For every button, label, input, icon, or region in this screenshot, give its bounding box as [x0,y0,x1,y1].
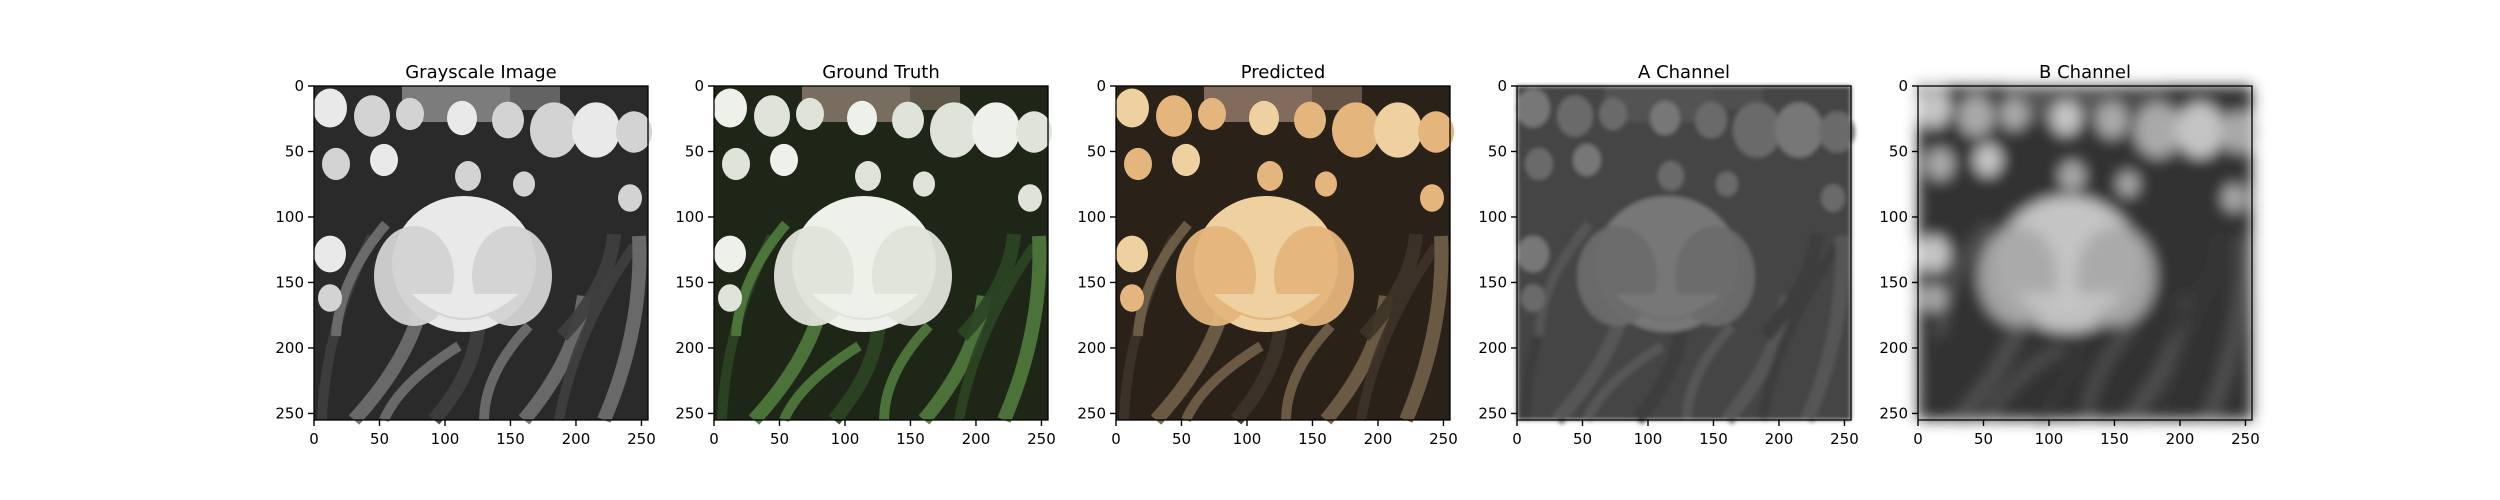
panel-title-ground-truth: Ground Truth [822,62,940,83]
panel-image-ground-truth [713,86,1052,425]
panel-frame-ground-truth [713,85,1049,421]
y-tick-label-grayscale-100: 100 [275,208,304,226]
y-tick-label-grayscale-0: 0 [294,77,304,95]
x-tick-label-grayscale-100: 100 [431,430,460,448]
y-tick-label-a-channel-250: 250 [1478,404,1507,422]
y-tick-label-predicted-250: 250 [1077,404,1106,422]
panel-predicted: Predicted 0 50 100 150 200 250 0 50 100 150 200 250 [1077,62,1457,448]
panel-image-predicted [1115,86,1454,425]
x-tick-label-ground-truth-100: 100 [831,430,860,448]
panel-image-b-channel [1917,86,2256,425]
x-tick-label-predicted-50: 50 [1172,430,1191,448]
x-tick-label-grayscale-250: 250 [627,430,656,448]
y-tick-label-predicted-200: 200 [1077,339,1106,357]
y-tick-label-ground-truth-50: 50 [685,142,704,160]
y-tick-label-predicted-0: 0 [1096,77,1106,95]
x-tick-label-ground-truth-200: 200 [962,430,991,448]
panel-title-a-channel: A Channel [1638,62,1730,83]
y-tick-label-b-channel-100: 100 [1879,208,1908,226]
y-tick-label-predicted-150: 150 [1077,273,1106,291]
y-tick-label-ground-truth-100: 100 [675,208,704,226]
panel-a-channel: A Channel 0 50 100 150 200 250 0 50 100 150 200 250 [1478,62,1858,448]
x-tick-label-ground-truth-250: 250 [1027,430,1056,448]
x-tick-label-predicted-150: 150 [1298,430,1327,448]
x-tick-label-predicted-200: 200 [1364,430,1393,448]
y-tick-label-b-channel-50: 50 [1889,142,1908,160]
y-tick-label-a-channel-150: 150 [1478,273,1507,291]
x-tick-label-grayscale-50: 50 [370,430,389,448]
y-tick-label-predicted-50: 50 [1087,142,1106,160]
panel-frame-a-channel [1516,85,1852,421]
panel-ground-truth: Ground Truth 0 50 100 150 200 250 0 50 100 150 200 2… [675,62,1055,448]
panel-frame-grayscale [313,85,649,421]
x-tick-label-ground-truth-50: 50 [770,430,789,448]
x-tick-label-b-channel-150: 150 [2100,430,2129,448]
y-tick-label-ground-truth-0: 0 [694,77,704,95]
y-tick-label-a-channel-0: 0 [1497,77,1507,95]
x-tick-label-predicted-0: 0 [1111,430,1121,448]
x-tick-label-grayscale-0: 0 [309,430,319,448]
x-tick-label-predicted-100: 100 [1233,430,1262,448]
y-tick-label-a-channel-200: 200 [1478,339,1507,357]
x-tick-label-a-channel-0: 0 [1512,430,1522,448]
y-tick-label-grayscale-150: 150 [275,273,304,291]
panel-title-b-channel: B Channel [2039,62,2131,83]
x-tick-label-b-channel-50: 50 [1974,430,1993,448]
y-tick-label-predicted-100: 100 [1077,208,1106,226]
panel-frame-predicted [1115,85,1451,421]
y-tick-label-ground-truth-150: 150 [675,273,704,291]
x-tick-label-b-channel-200: 200 [2166,430,2195,448]
x-tick-label-predicted-250: 250 [1429,430,1458,448]
x-tick-label-a-channel-150: 150 [1699,430,1728,448]
x-tick-label-ground-truth-0: 0 [709,430,719,448]
x-tick-label-grayscale-200: 200 [562,430,591,448]
panel-image-grayscale [313,86,652,425]
y-tick-label-b-channel-200: 200 [1879,339,1908,357]
y-tick-label-ground-truth-250: 250 [675,404,704,422]
x-tick-label-a-channel-100: 100 [1634,430,1663,448]
y-tick-label-a-channel-100: 100 [1478,208,1507,226]
y-tick-label-grayscale-250: 250 [275,404,304,422]
panel-frame-b-channel [1917,85,2253,421]
y-tick-label-grayscale-50: 50 [285,142,304,160]
x-tick-label-b-channel-0: 0 [1913,430,1923,448]
y-tick-label-ground-truth-200: 200 [675,339,704,357]
x-tick-label-a-channel-250: 250 [1830,430,1859,448]
y-tick-label-b-channel-0: 0 [1898,77,1908,95]
panel-grayscale: Grayscale Image 0 50 100 150 200 250 0 50 100 150 2… [275,62,655,448]
y-tick-label-b-channel-250: 250 [1879,404,1908,422]
panel-image-a-channel [1516,86,1855,425]
y-tick-label-b-channel-150: 150 [1879,273,1908,291]
y-tick-label-a-channel-50: 50 [1488,142,1507,160]
panel-title-predicted: Predicted [1241,62,1326,83]
y-tick-label-grayscale-200: 200 [275,339,304,357]
x-tick-label-ground-truth-150: 150 [896,430,925,448]
panel-title-grayscale: Grayscale Image [405,62,557,83]
x-tick-label-a-channel-200: 200 [1765,430,1794,448]
x-tick-label-b-channel-100: 100 [2035,430,2064,448]
panel-b-channel: B Channel 0 50 100 150 200 250 0 50 100 150 200 250 [1879,62,2259,448]
x-tick-label-b-channel-250: 250 [2231,430,2260,448]
x-tick-label-grayscale-150: 150 [496,430,525,448]
x-tick-label-a-channel-50: 50 [1573,430,1592,448]
